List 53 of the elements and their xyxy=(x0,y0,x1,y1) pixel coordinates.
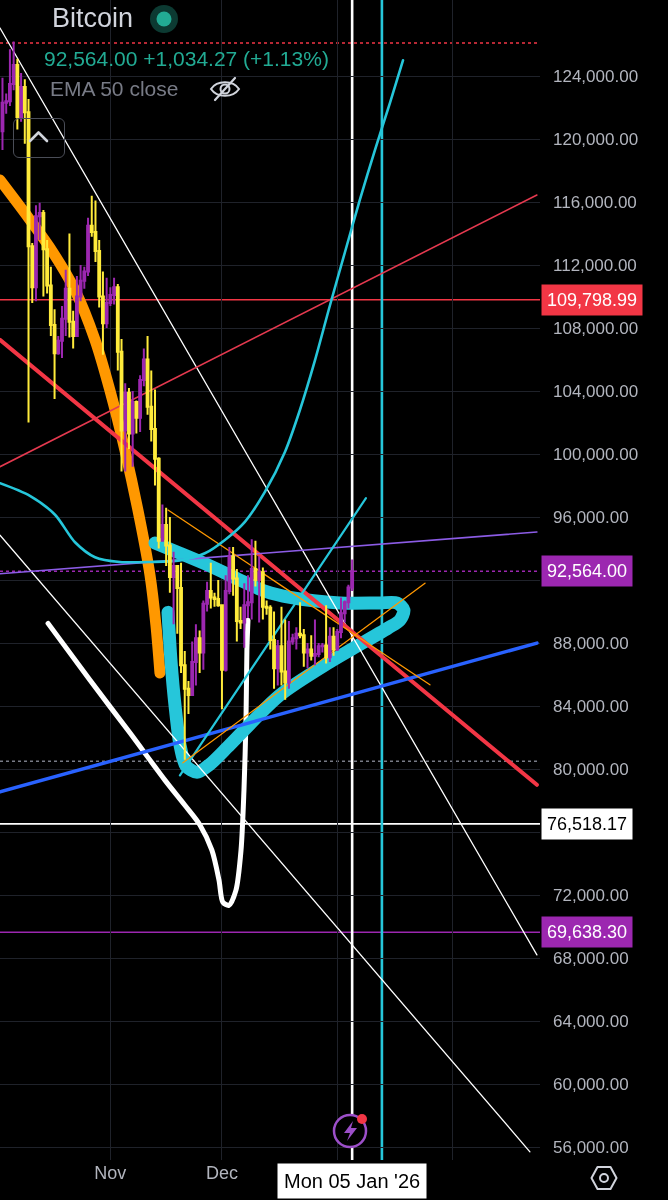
candlestick xyxy=(15,57,20,131)
y-tick-label: 72,000.00 xyxy=(553,886,629,906)
candlestick xyxy=(197,629,202,674)
ref-line-label: 92,564.00 xyxy=(547,561,628,581)
candlestick xyxy=(19,71,23,123)
candlestick xyxy=(160,503,165,542)
candlestick xyxy=(320,642,325,654)
text: 92,564.00 +1,034.27 (+1.13%) xyxy=(44,47,329,72)
candlestick xyxy=(327,626,332,663)
y-tick-label: 64,000.00 xyxy=(553,1012,629,1032)
candlestick xyxy=(123,382,128,473)
y-tick-label: 108,000.00 xyxy=(553,319,639,339)
y-tick-label: 68,000.00 xyxy=(553,949,629,969)
candlestick xyxy=(275,638,280,687)
candlestick xyxy=(34,204,38,303)
candlestick xyxy=(130,390,135,468)
y-tick-label: 120,000.00 xyxy=(553,130,639,150)
x-tick-label: Dec xyxy=(205,1163,238,1183)
candlestick xyxy=(41,208,46,298)
candlestick xyxy=(287,620,291,690)
y-tick-label: 116,000.00 xyxy=(553,193,637,213)
y-tick-label: 84,000.00 xyxy=(553,697,629,717)
candlestick xyxy=(171,550,176,626)
y-tick-label: 104,000.00 xyxy=(553,382,639,402)
candlestick xyxy=(313,618,317,667)
candlestick xyxy=(208,561,213,610)
candlestick xyxy=(253,539,258,588)
annotation: EMA 50 close xyxy=(50,76,179,102)
candlestick xyxy=(0,76,5,152)
y-tick-label: 100,000.00 xyxy=(553,445,639,465)
candlestick xyxy=(134,399,139,435)
x-tick-label: Nov xyxy=(94,1163,127,1183)
candlestick xyxy=(331,626,336,657)
ref-line-label: Mon 05 Jan '26 xyxy=(284,1170,421,1192)
y-tick-label: 96,000.00 xyxy=(553,508,629,528)
candlestick xyxy=(305,642,310,670)
y-tick-label: 56,000.00 xyxy=(553,1138,629,1158)
candlestick xyxy=(309,634,314,662)
chart-title: Bitcoin xyxy=(52,3,134,35)
y-tick-label: 88,000.00 xyxy=(553,634,629,654)
ref-line-label: 109,798.99 xyxy=(547,290,638,310)
ref-line-label: 76,518.17 xyxy=(547,814,628,834)
candlestick xyxy=(112,276,116,306)
candlestick xyxy=(104,276,109,330)
y-tick-label: 60,000.00 xyxy=(553,1075,629,1095)
candlestick xyxy=(127,386,131,451)
y-tick-label: 80,000.00 xyxy=(553,760,629,780)
ref-line-label: 69,638.30 xyxy=(547,922,628,942)
y-tick-label: 124,000.00 xyxy=(553,67,639,87)
y-tick-label: 112,000.00 xyxy=(553,256,637,276)
candlestick xyxy=(294,626,299,651)
candlestick xyxy=(324,604,329,665)
candlestick xyxy=(260,566,265,621)
